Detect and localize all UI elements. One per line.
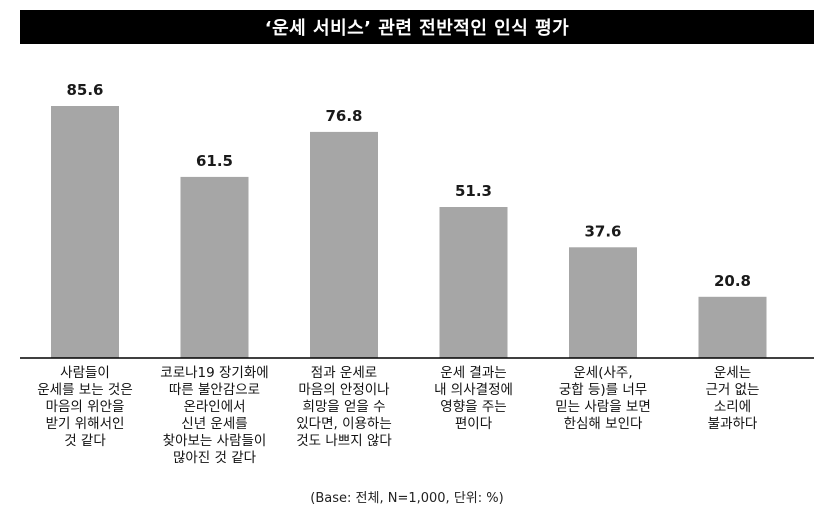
- bar: [180, 176, 249, 358]
- footnote: (Base: 전체, N=1,000, 단위: %): [310, 491, 504, 506]
- value-label: 85.6: [66, 81, 103, 99]
- value-label: 61.5: [196, 152, 233, 170]
- category-label: 운세(사주, 궁합 등)를 너무 믿는 사람을 보면 한심해 보인다: [555, 365, 651, 432]
- bar: [698, 296, 767, 358]
- category-label: 운세는 근거 없는 소리에 불과하다: [705, 365, 760, 432]
- bar: [310, 131, 378, 358]
- value-label: 76.8: [325, 107, 362, 125]
- bar: [439, 207, 508, 358]
- value-label: 51.3: [455, 182, 492, 200]
- category-label: 코로나19 장기화에 따른 불안감으로 온라인에서 신년 운세를 찾아보는 사람…: [160, 365, 269, 466]
- value-label: 20.8: [714, 272, 751, 290]
- category-label: 점과 운세로 마음의 안정이나 희망을 얻을 수 있다면, 이용하는 것도 나쁘…: [296, 365, 392, 449]
- value-label: 37.6: [584, 222, 621, 240]
- bar: [51, 106, 119, 358]
- bar: [569, 247, 637, 358]
- category-label: 운세 결과는 내 의사결정에 영향을 주는 편이다: [434, 365, 513, 432]
- category-label: 사람들이 운세를 보는 것은 마음의 위안을 받기 위해서인 것 같다: [37, 365, 133, 449]
- chart-title: ‘운세 서비스’ 관련 전반적인 인식 평가: [20, 10, 814, 44]
